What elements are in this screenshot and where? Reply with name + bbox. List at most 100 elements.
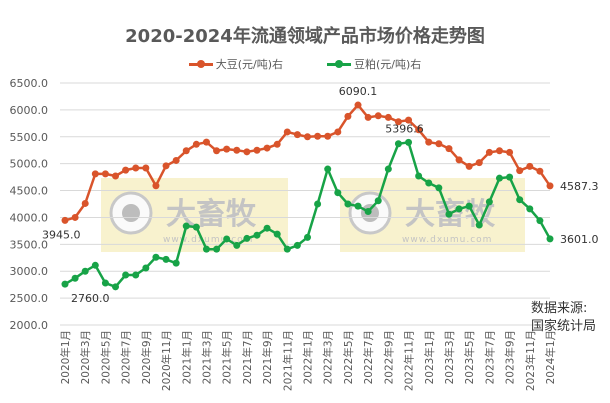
data-point[interactable] (415, 126, 423, 134)
data-point[interactable] (162, 162, 170, 170)
data-point[interactable] (243, 148, 251, 156)
data-point[interactable] (243, 234, 251, 242)
data-point[interactable] (213, 147, 221, 155)
data-point[interactable] (516, 196, 524, 204)
data-point[interactable] (202, 245, 210, 253)
data-point[interactable] (364, 208, 372, 216)
data-point[interactable] (182, 147, 190, 155)
data-point[interactable] (485, 198, 493, 206)
data-point[interactable] (506, 173, 514, 181)
data-point[interactable] (192, 223, 200, 231)
data-point[interactable] (202, 138, 210, 146)
legend-item-soybean-meal[interactable]: 豆粕(元/吨)右 (327, 56, 421, 72)
data-point[interactable] (233, 241, 241, 249)
data-point[interactable] (142, 264, 150, 272)
data-point[interactable] (283, 128, 291, 136)
data-point[interactable] (61, 216, 69, 224)
data-point[interactable] (273, 140, 281, 148)
data-point[interactable] (152, 182, 160, 190)
data-point[interactable] (172, 259, 180, 267)
data-point[interactable] (516, 167, 524, 175)
data-point[interactable] (192, 140, 200, 148)
data-point[interactable] (374, 197, 382, 205)
data-point[interactable] (526, 162, 534, 170)
data-point[interactable] (112, 172, 120, 180)
data-point[interactable] (526, 205, 534, 213)
data-point[interactable] (324, 165, 332, 173)
data-point[interactable] (122, 271, 130, 279)
data-point[interactable] (253, 146, 261, 154)
data-point[interactable] (223, 145, 231, 153)
data-point[interactable] (263, 224, 271, 232)
data-point[interactable] (81, 267, 89, 275)
data-point[interactable] (152, 253, 160, 261)
data-point[interactable] (415, 172, 423, 180)
data-point[interactable] (506, 148, 514, 156)
data-point[interactable] (91, 261, 99, 269)
data-point[interactable] (182, 222, 190, 230)
data-point[interactable] (263, 144, 271, 152)
data-point[interactable] (324, 132, 332, 140)
data-point[interactable] (374, 112, 382, 120)
data-point[interactable] (354, 101, 362, 109)
data-point[interactable] (495, 174, 503, 182)
data-point[interactable] (223, 235, 231, 243)
data-point[interactable] (101, 170, 109, 178)
data-point[interactable] (475, 159, 483, 167)
data-point[interactable] (213, 245, 221, 253)
data-point[interactable] (425, 179, 433, 187)
data-point[interactable] (384, 113, 392, 121)
data-point[interactable] (445, 210, 453, 218)
data-point[interactable] (283, 245, 291, 253)
data-point[interactable] (253, 231, 261, 239)
data-point[interactable] (122, 166, 130, 174)
data-point[interactable] (384, 165, 392, 173)
data-point[interactable] (112, 283, 120, 291)
data-point[interactable] (91, 170, 99, 178)
data-point[interactable] (445, 145, 453, 153)
data-point[interactable] (435, 184, 443, 192)
data-point[interactable] (455, 156, 463, 164)
data-point[interactable] (425, 138, 433, 146)
data-point[interactable] (475, 221, 483, 229)
data-point[interactable] (344, 200, 352, 208)
data-point[interactable] (455, 205, 463, 213)
data-point[interactable] (394, 118, 402, 126)
data-point[interactable] (334, 128, 342, 136)
data-point[interactable] (293, 131, 301, 139)
data-point[interactable] (364, 113, 372, 121)
data-point[interactable] (536, 217, 544, 225)
data-point[interactable] (485, 148, 493, 156)
data-point[interactable] (172, 156, 180, 164)
data-point[interactable] (354, 202, 362, 210)
data-point[interactable] (142, 164, 150, 172)
data-point[interactable] (334, 189, 342, 197)
data-point[interactable] (162, 255, 170, 263)
data-point[interactable] (273, 230, 281, 238)
data-point[interactable] (536, 167, 544, 175)
data-point[interactable] (465, 162, 473, 170)
data-point[interactable] (71, 213, 79, 221)
data-point[interactable] (132, 271, 140, 279)
data-point[interactable] (71, 274, 79, 282)
data-point[interactable] (405, 138, 413, 146)
legend-item-soybean[interactable]: 大豆(元/吨)右 (188, 56, 283, 72)
data-point[interactable] (394, 140, 402, 148)
data-point[interactable] (405, 116, 413, 124)
data-point[interactable] (435, 140, 443, 148)
data-point[interactable] (495, 147, 503, 155)
data-point[interactable] (546, 182, 554, 190)
data-point[interactable] (233, 146, 241, 154)
data-point[interactable] (61, 280, 69, 288)
data-point[interactable] (344, 112, 352, 120)
data-point[interactable] (465, 202, 473, 210)
data-point[interactable] (314, 200, 322, 208)
data-point[interactable] (304, 133, 311, 141)
data-point[interactable] (314, 132, 322, 140)
data-point[interactable] (304, 233, 311, 241)
data-point[interactable] (546, 235, 554, 243)
data-point[interactable] (101, 279, 109, 287)
data-point[interactable] (132, 164, 140, 172)
data-point[interactable] (293, 241, 301, 249)
data-point[interactable] (81, 199, 89, 207)
